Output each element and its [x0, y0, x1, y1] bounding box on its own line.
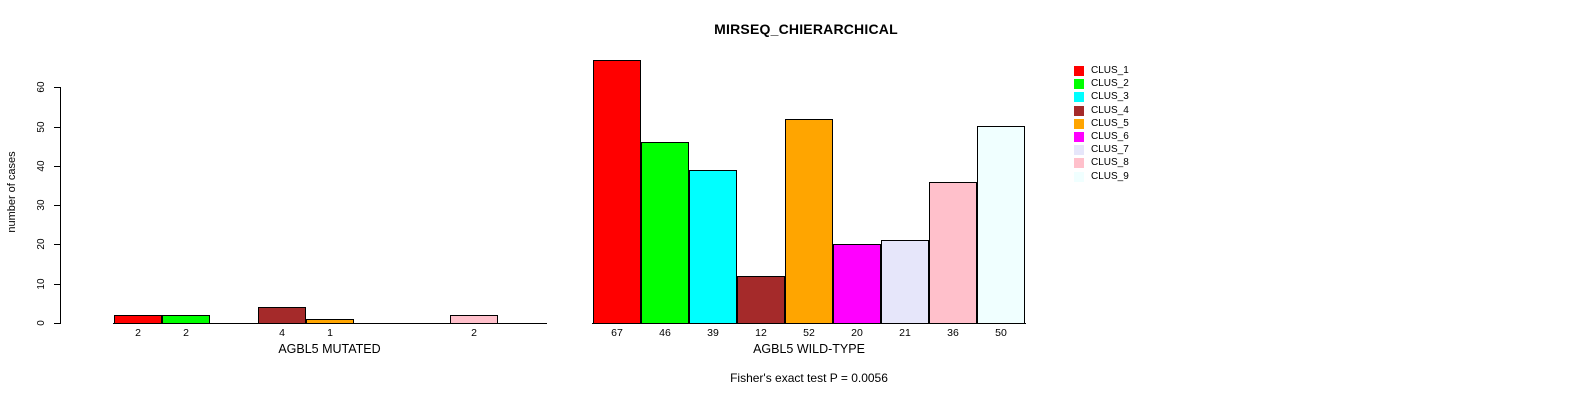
bar-clus_1-mutated [114, 315, 162, 324]
bar-clus_2-wild-type [641, 142, 689, 324]
legend-swatch-clus_5 [1074, 119, 1084, 129]
y-axis-tick-label: 40 [36, 160, 47, 172]
bar-value-label: 36 [947, 327, 959, 339]
bar-value-label: 1 [327, 327, 333, 339]
bar-value-label: 67 [611, 327, 623, 339]
bar-value-label: 2 [183, 327, 189, 339]
y-axis-tick-label: 10 [36, 278, 47, 290]
legend-item-label: CLUS_5 [1091, 118, 1129, 129]
bar-clus_7-wild-type [881, 240, 929, 324]
y-axis-tick [54, 323, 60, 324]
legend-item-label: CLUS_8 [1091, 157, 1129, 168]
bar-value-label: 20 [851, 327, 863, 339]
y-axis-tick-label: 30 [36, 199, 47, 211]
bar-clus_2-mutated [162, 315, 210, 324]
bar-value-label: 46 [659, 327, 671, 339]
bar-clus_5-wild-type [785, 119, 833, 324]
y-axis-tick [54, 127, 60, 128]
y-axis-tick-label: 0 [36, 320, 47, 326]
bar-clus_8-wild-type [929, 182, 977, 324]
legend-item-label: CLUS_6 [1091, 131, 1129, 142]
legend-item-label: CLUS_9 [1091, 171, 1129, 182]
y-axis-tick-label: 60 [36, 81, 47, 93]
fisher-test-annotation: Fisher's exact test P = 0.0056 [730, 371, 888, 385]
y-axis-line [60, 87, 61, 324]
y-axis-tick [54, 244, 60, 245]
legend-item-label: CLUS_3 [1091, 91, 1129, 102]
y-axis-tick [54, 205, 60, 206]
legend-swatch-clus_2 [1074, 79, 1084, 89]
x-axis-title-mutated: AGBL5 MUTATED [278, 342, 381, 356]
bar-clus_1-wild-type [593, 60, 641, 324]
bar-value-label: 12 [755, 327, 767, 339]
chart-title: MIRSEQ_CHIERARCHICAL [714, 21, 898, 37]
bar-clus_3-wild-type [689, 170, 737, 324]
bar-clus_6-wild-type [833, 244, 881, 324]
y-axis-tick-label: 50 [36, 121, 47, 133]
y-axis-tick [54, 284, 60, 285]
legend-swatch-clus_8 [1074, 158, 1084, 168]
bar-clus_5-mutated [306, 319, 354, 324]
bar-value-label: 2 [135, 327, 141, 339]
legend-swatch-clus_6 [1074, 132, 1084, 142]
bar-value-label: 21 [899, 327, 911, 339]
bar-value-label: 39 [707, 327, 719, 339]
bar-value-label: 2 [471, 327, 477, 339]
y-axis-tick-label: 20 [36, 238, 47, 250]
bar-clus_4-mutated [258, 307, 306, 324]
legend-item-label: CLUS_1 [1091, 65, 1129, 76]
y-axis-tick [54, 166, 60, 167]
legend-swatch-clus_1 [1074, 66, 1084, 76]
legend-item-label: CLUS_7 [1091, 144, 1129, 155]
bar-value-label: 4 [279, 327, 285, 339]
legend-item-label: CLUS_2 [1091, 78, 1129, 89]
legend-swatch-clus_3 [1074, 92, 1084, 102]
x-axis-title-wild-type: AGBL5 WILD-TYPE [753, 342, 865, 356]
bar-value-label: 52 [803, 327, 815, 339]
legend-swatch-clus_9 [1074, 172, 1084, 182]
bar-value-label: 50 [995, 327, 1007, 339]
bar-clus_8-mutated [450, 315, 498, 324]
y-axis-tick [54, 87, 60, 88]
legend-item-label: CLUS_4 [1091, 105, 1129, 116]
bar-clus_9-wild-type [977, 126, 1025, 324]
bar-clus_4-wild-type [737, 276, 785, 324]
legend-swatch-clus_4 [1074, 106, 1084, 116]
legend-swatch-clus_7 [1074, 145, 1084, 155]
y-axis-title: number of cases [6, 151, 18, 233]
